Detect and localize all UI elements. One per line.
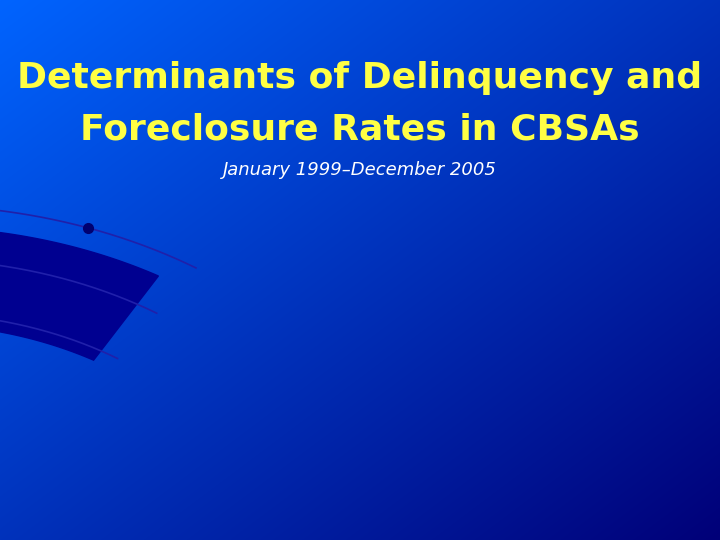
- Text: January 1999–December 2005: January 1999–December 2005: [223, 161, 497, 179]
- Text: Determinants of Delinquency and: Determinants of Delinquency and: [17, 62, 703, 95]
- Text: Foreclosure Rates in CBSAs: Foreclosure Rates in CBSAs: [80, 113, 640, 146]
- Polygon shape: [0, 227, 158, 360]
